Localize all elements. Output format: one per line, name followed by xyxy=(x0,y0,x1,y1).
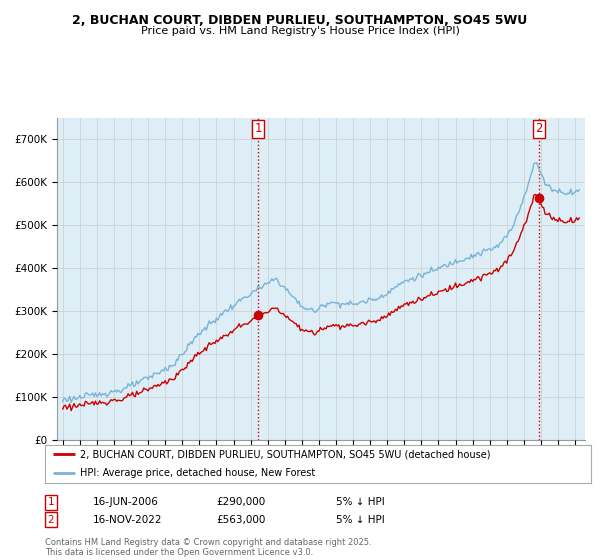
Text: 16-NOV-2022: 16-NOV-2022 xyxy=(93,515,163,525)
Text: 2: 2 xyxy=(535,123,542,136)
Text: HPI: Average price, detached house, New Forest: HPI: Average price, detached house, New … xyxy=(80,468,316,478)
Text: 5% ↓ HPI: 5% ↓ HPI xyxy=(336,515,385,525)
Text: 2, BUCHAN COURT, DIBDEN PURLIEU, SOUTHAMPTON, SO45 5WU (detached house): 2, BUCHAN COURT, DIBDEN PURLIEU, SOUTHAM… xyxy=(80,449,491,459)
Text: Contains HM Land Registry data © Crown copyright and database right 2025.
This d: Contains HM Land Registry data © Crown c… xyxy=(45,538,371,557)
Text: 5% ↓ HPI: 5% ↓ HPI xyxy=(336,497,385,507)
Text: 1: 1 xyxy=(254,123,262,136)
Text: 1: 1 xyxy=(47,497,55,507)
Text: 2, BUCHAN COURT, DIBDEN PURLIEU, SOUTHAMPTON, SO45 5WU: 2, BUCHAN COURT, DIBDEN PURLIEU, SOUTHAM… xyxy=(73,14,527,27)
Text: 2: 2 xyxy=(47,515,55,525)
Text: £290,000: £290,000 xyxy=(216,497,265,507)
Text: Price paid vs. HM Land Registry's House Price Index (HPI): Price paid vs. HM Land Registry's House … xyxy=(140,26,460,36)
Text: 16-JUN-2006: 16-JUN-2006 xyxy=(93,497,159,507)
Text: £563,000: £563,000 xyxy=(216,515,265,525)
